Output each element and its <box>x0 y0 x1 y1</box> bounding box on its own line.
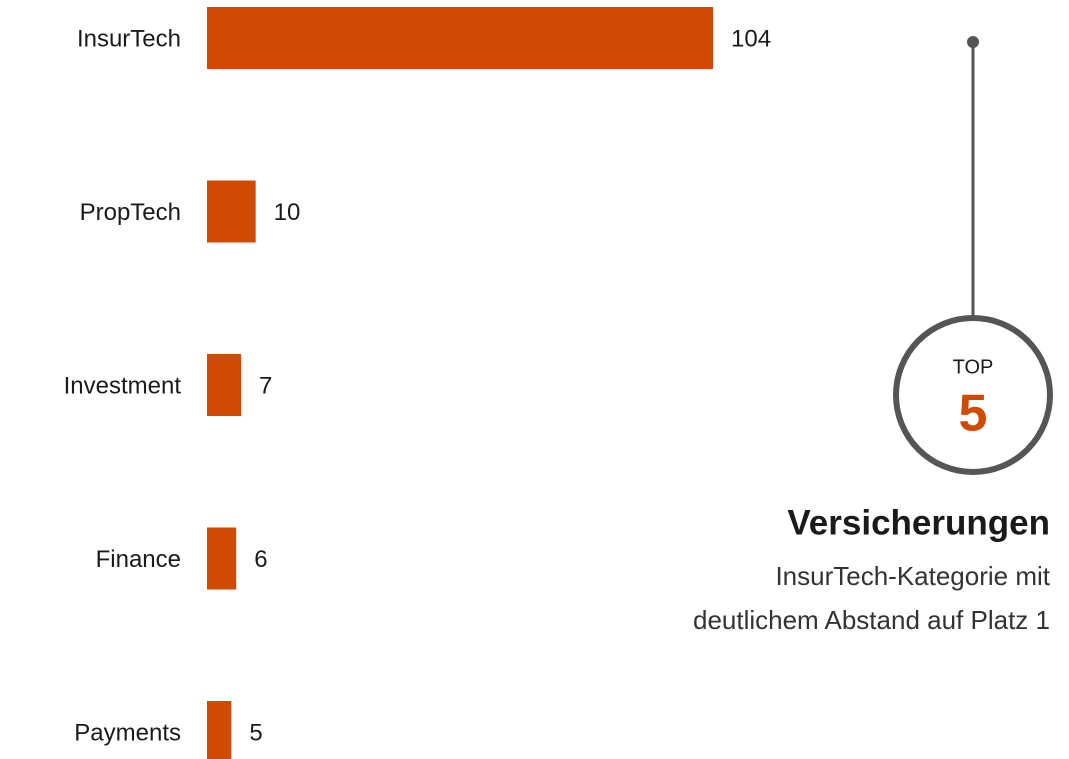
category-label: Investment <box>64 372 182 399</box>
connector-dot <box>967 36 979 48</box>
value-label: 5 <box>249 719 262 746</box>
bar <box>207 354 242 416</box>
annotation-title: Versicherungen <box>787 503 1050 542</box>
value-label: 6 <box>254 546 267 573</box>
bar <box>207 7 713 69</box>
category-label: Finance <box>96 546 181 573</box>
bar <box>207 180 256 243</box>
value-label: 7 <box>259 372 272 399</box>
value-label: 104 <box>731 25 771 52</box>
badge-label: TOP <box>953 356 994 378</box>
bar <box>207 527 237 590</box>
annotation-text: deutlichem Abstand auf Platz 1 <box>693 605 1050 635</box>
annotation-text: InsurTech-Kategorie mit <box>775 561 1050 591</box>
category-label: Payments <box>74 719 181 746</box>
badge-rank: 5 <box>959 385 988 443</box>
bar <box>207 701 232 759</box>
value-label: 10 <box>274 199 301 226</box>
badge-circle <box>893 315 1053 475</box>
category-label: InsurTech <box>77 25 181 52</box>
category-label: PropTech <box>80 199 181 226</box>
